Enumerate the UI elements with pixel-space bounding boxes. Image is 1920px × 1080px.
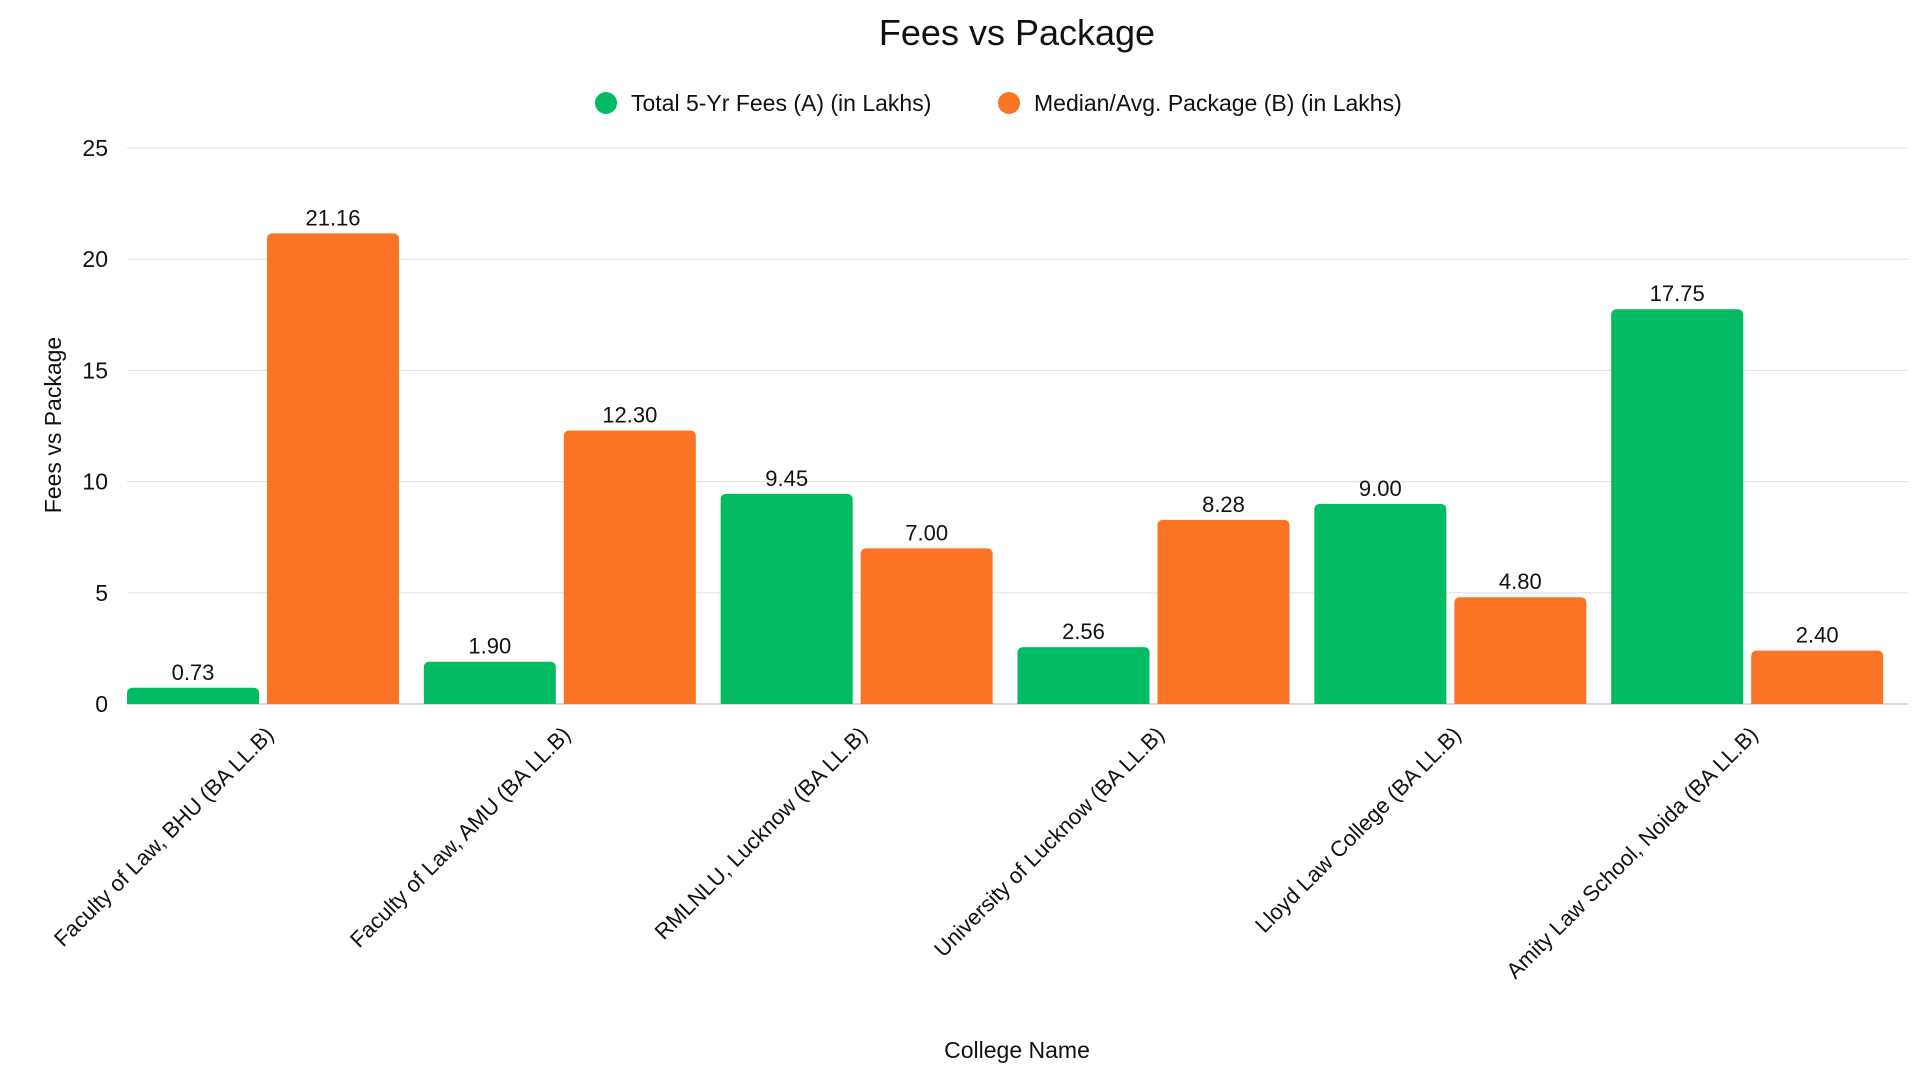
chart-title: Fees vs Package [879, 12, 1155, 53]
x-tick-label: University of Lucknow (BA LL.B) [929, 722, 1169, 962]
data-label: 2.56 [1062, 619, 1105, 644]
legend-marker [595, 92, 617, 114]
data-label: 9.00 [1359, 476, 1402, 501]
data-label: 0.73 [172, 660, 215, 685]
x-tick-label: Lloyd Law College (BA LL.B) [1250, 722, 1466, 938]
y-tick-label: 5 [95, 580, 108, 606]
bar [1751, 650, 1884, 704]
y-tick-label: 0 [95, 691, 108, 717]
bar [860, 548, 993, 704]
y-tick-label: 25 [82, 135, 108, 161]
bar [1454, 597, 1587, 704]
x-tick-label: Faculty of Law, AMU (BA LL.B) [345, 722, 575, 952]
legend-label: Total 5-Yr Fees (A) (in Lakhs) [631, 90, 931, 116]
bars [127, 233, 1884, 704]
bar [1611, 309, 1744, 704]
data-label: 2.40 [1796, 623, 1839, 648]
y-axis-ticks: 0 5 10 15 20 25 [82, 135, 108, 717]
data-label: 17.75 [1650, 281, 1705, 306]
bar [267, 233, 399, 704]
bar [127, 687, 259, 704]
bar [1017, 647, 1150, 704]
legend-label: Median/Avg. Package (B) (in Lakhs) [1034, 90, 1402, 116]
bar [423, 661, 556, 704]
data-label: 12.30 [602, 402, 657, 427]
y-tick-label: 15 [82, 357, 108, 383]
legend: Total 5-Yr Fees (A) (in Lakhs) Median/Avg… [595, 90, 1402, 116]
bar [720, 493, 853, 704]
data-label: 9.45 [765, 466, 808, 491]
data-label: 7.00 [905, 520, 948, 545]
y-tick-label: 10 [82, 469, 108, 495]
data-label: 1.90 [468, 634, 511, 659]
data-label: 4.80 [1499, 569, 1542, 594]
x-tick-label: Faculty of Law, BHU (BA LL.B) [49, 722, 279, 952]
bar [1314, 503, 1447, 704]
data-label: 8.28 [1202, 492, 1245, 517]
bar [1157, 519, 1290, 704]
x-tick-label: RMLNLU, Lucknow (BA LL.B) [650, 722, 873, 945]
y-tick-label: 20 [82, 246, 108, 272]
bar [563, 430, 696, 704]
legend-marker [998, 92, 1020, 114]
x-axis-title: College Name [944, 1037, 1090, 1063]
y-axis-title: Fees vs Package [40, 337, 66, 513]
data-label: 21.16 [305, 205, 360, 230]
data-labels: 0.73 21.16 1.90 12.30 9.45 7.00 2.56 8.28 9.00 4.… [172, 205, 1839, 684]
x-tick-label: Amity Law School, Noida (BA LL.B) [1501, 722, 1763, 984]
x-axis-ticks: Faculty of Law, BHU (BA LL.B) Faculty of … [49, 722, 1763, 984]
